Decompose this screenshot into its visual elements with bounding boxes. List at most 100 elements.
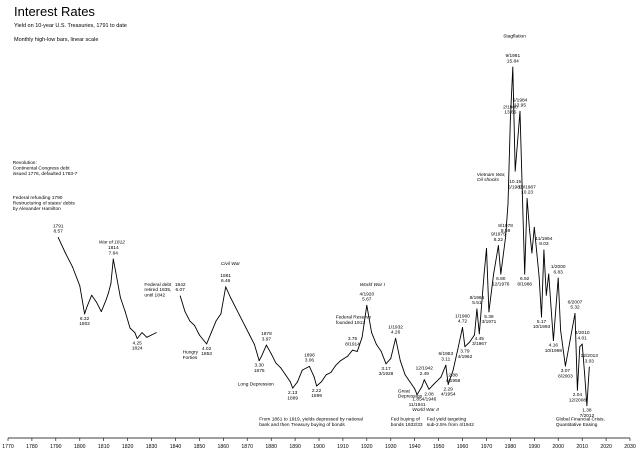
data-point	[423, 379, 425, 381]
data-point	[557, 277, 559, 279]
point-label: 2.13 1889	[287, 390, 298, 401]
data-point	[115, 271, 117, 273]
data-point	[486, 247, 487, 249]
data-point	[519, 110, 521, 112]
x-tick-label: 1870	[241, 444, 253, 450]
data-point	[316, 385, 318, 387]
point-label: 2.88 4/1958	[446, 373, 461, 384]
data-point	[375, 343, 377, 345]
x-tick-label: 1960	[457, 444, 469, 450]
data-point	[533, 226, 535, 228]
data-point	[514, 170, 516, 172]
annotation: World War I	[360, 282, 386, 288]
data-point	[285, 374, 286, 376]
data-point	[433, 383, 435, 385]
annotation: Federal debt retired 1835, until 1842	[144, 282, 172, 299]
data-point	[366, 304, 368, 306]
data-point	[86, 306, 88, 308]
point-label-layer: 1791 8.57 6.32 1802 1814 7.64 4.25 1824 1842 6.07…	[53, 53, 598, 419]
point-label: 9/1981 15.84	[505, 53, 520, 64]
point-label: 1842 6.07	[175, 282, 186, 293]
point-label: 2.04 12/2008	[569, 392, 587, 403]
data-point	[151, 334, 152, 336]
data-point	[497, 245, 499, 247]
chart-subtitle-2: Monthly high-low bars, linear scale	[14, 37, 99, 43]
data-point	[500, 273, 502, 275]
data-point	[529, 229, 530, 231]
data-point	[72, 266, 74, 268]
data-point	[320, 381, 322, 383]
point-label: 2.08 4/1946	[422, 391, 437, 402]
annotation: Fed buying of bonds 1932/33	[391, 416, 423, 427]
data-point	[462, 327, 463, 328]
data-point	[579, 346, 581, 348]
data-point	[521, 191, 523, 193]
data-point	[91, 294, 93, 296]
annotation: Fed yield targeting sub-2.5% from 4/1942	[427, 416, 475, 427]
data-point	[457, 348, 459, 350]
point-label: 4.16 10/1998	[545, 343, 563, 354]
annotation: Global Financial Crisis, Quantitative Eas…	[556, 416, 605, 427]
series-line-1	[179, 66, 590, 407]
data-point	[105, 299, 107, 301]
point-label: 1791 8.57	[53, 223, 64, 234]
data-point	[564, 365, 566, 367]
x-tick-label: 1980	[505, 444, 517, 450]
point-label: 4/1920 5.67	[359, 291, 374, 302]
data-point	[100, 311, 102, 313]
annotation: Stagflation	[503, 34, 526, 40]
data-point	[395, 337, 397, 339]
point-label: 1.85 11/1941	[409, 397, 426, 408]
point-label: 3.79 4/1962	[458, 349, 473, 360]
point-label: 3.17 3/1928	[379, 366, 394, 377]
data-point	[478, 333, 480, 335]
data-point	[586, 405, 588, 407]
data-point	[505, 236, 507, 238]
data-point	[416, 394, 418, 396]
x-tick-label: 2000	[552, 444, 564, 450]
x-tick-label: 1970	[481, 444, 493, 450]
data-point	[289, 381, 291, 383]
x-tick-label: 1820	[122, 444, 134, 450]
data-point	[112, 258, 114, 260]
data-point	[110, 283, 112, 284]
point-label: 2.22 1899	[311, 388, 322, 399]
point-label: 1.38 7/2012	[580, 408, 595, 419]
data-point	[84, 313, 86, 315]
x-tick-label: 1830	[146, 444, 158, 450]
x-axis: 1770 1780 1790 1800 1810 1820 1830 1840 1850 1860…	[2, 437, 636, 450]
data-point	[560, 329, 562, 331]
data-point	[275, 362, 277, 364]
annotation: Federal Reserve founded 1913	[336, 315, 372, 326]
data-point	[136, 338, 138, 339]
series-line-0	[57, 237, 157, 339]
data-point	[531, 252, 533, 254]
data-point	[220, 313, 222, 315]
data-point	[488, 311, 490, 313]
data-point	[210, 332, 212, 334]
data-point	[292, 387, 294, 389]
data-point	[206, 343, 208, 345]
x-tick-label: 1900	[313, 444, 325, 450]
point-label: 5.17 10/1993	[533, 319, 551, 330]
annotation: Hungry Forties	[183, 350, 199, 361]
data-point	[230, 297, 231, 298]
data-point	[313, 376, 315, 378]
annotation: Vietnam War, Oil shocks	[477, 172, 506, 183]
annotation: Revolution: Continental Congress debt issu…	[13, 160, 78, 177]
data-point	[141, 332, 143, 334]
x-tick-label: 1780	[26, 444, 38, 450]
data-point	[297, 381, 298, 383]
point-label: 5.39 3/1971	[482, 314, 497, 325]
point-label: 6/1953 3.11	[438, 351, 453, 362]
annotation: Federal refunding 1790 Restructuring of s…	[13, 195, 76, 212]
point-label: 6/2007 5.32	[568, 299, 583, 310]
point-label: 2.29 4/1954	[441, 386, 456, 397]
data-point	[428, 388, 430, 390]
data-point	[524, 273, 526, 275]
data-point	[526, 198, 528, 199]
point-label: 1/2000 6.83	[551, 264, 566, 275]
point-label: 4.45 3/1967	[472, 336, 487, 347]
data-point	[447, 383, 449, 385]
data-point	[445, 364, 447, 366]
